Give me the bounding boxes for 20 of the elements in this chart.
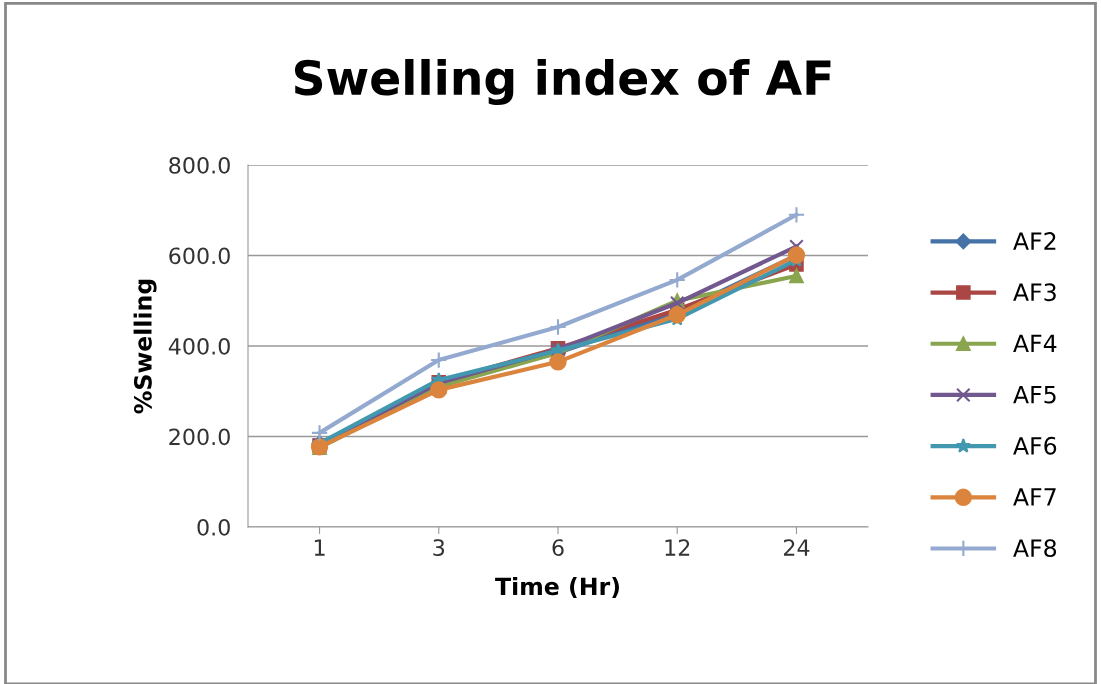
legend-label: AF6: [1013, 436, 1057, 455]
legend-label: AF2: [1013, 232, 1056, 250]
y-tick-label: 0.0: [197, 518, 230, 536]
legend-label: AF4: [1013, 334, 1057, 353]
x-tick-label: 3: [433, 539, 445, 557]
legend-label: AF3: [1013, 283, 1056, 302]
y-tick-label: 600.0: [169, 247, 230, 265]
legend-label: AF8: [1013, 539, 1057, 558]
legend-label: AF5: [1013, 385, 1056, 404]
y-axis-title: %Swelling: [133, 279, 157, 414]
x-tick-label: 6: [552, 539, 564, 557]
y-tick-label: 400.0: [168, 337, 230, 355]
legend-label: AF7: [1013, 488, 1056, 506]
x-tick-label: 24: [783, 539, 810, 556]
y-tick-label: 200.0: [169, 428, 230, 446]
x-axis-title: Time (Hr): [495, 576, 619, 599]
chart-title: Swelling index of AF: [294, 58, 831, 106]
x-tick-label: 1: [314, 539, 325, 556]
x-tick-label: 12: [665, 539, 690, 556]
y-tick-label: 800.0: [169, 156, 230, 174]
